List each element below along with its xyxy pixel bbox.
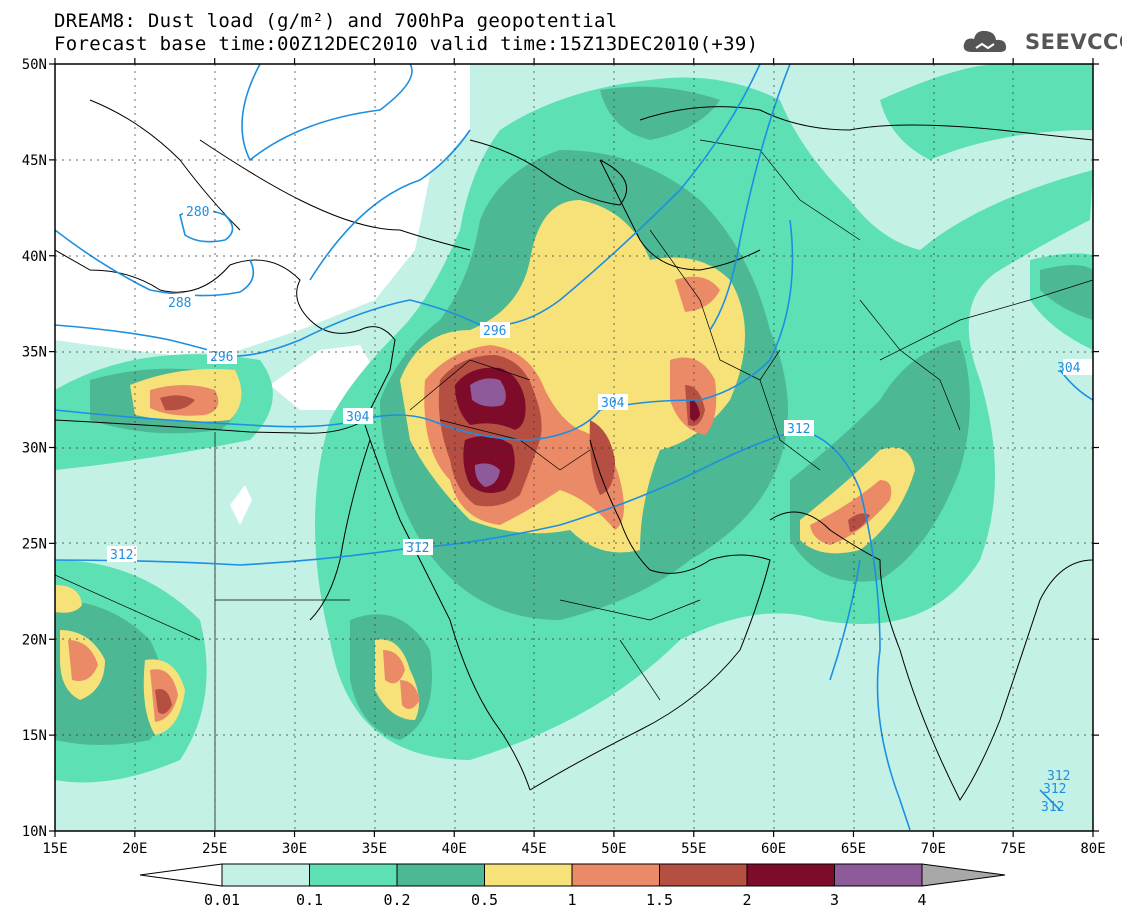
legend-swatch [921, 863, 1006, 887]
contour-label: 288 [168, 296, 191, 311]
clean-air-balkans [55, 64, 470, 355]
legend-tick-label: 0.2 [383, 891, 410, 909]
lon-tick-label: 30E [282, 841, 307, 857]
dust-field [55, 64, 1093, 831]
contour-label: 312 [1043, 782, 1066, 797]
contour-label: 312 [1041, 800, 1064, 815]
forecast-time-subtitle: Forecast base time:00Z12DEC2010 valid ti… [54, 33, 759, 55]
colorbar-legend: 0.01 0.1 0.2 0.5 1 1.5 2 3 4 [139, 863, 1006, 909]
legend-tick-label: 0.1 [296, 891, 323, 909]
contour-label: 312 [787, 422, 810, 437]
lon-tick-label: 80E [1080, 841, 1105, 857]
legend-tick-label: 3 [830, 891, 839, 909]
legend-swatch [309, 863, 398, 887]
latitude-labels: 50N 45N 40N 35N 30N 25N 20N 15N 10N [22, 57, 47, 840]
legend-swatch [834, 863, 923, 887]
lon-tick-label: 35E [362, 841, 387, 857]
lon-tick-label: 60E [761, 841, 786, 857]
contour-label: 312 [110, 548, 133, 563]
seevccc-logo: SEEVCCC [1025, 30, 1122, 54]
axis-ticks [49, 58, 1099, 837]
map-title: DREAM8: Dust load (g/m²) and 700hPa geop… [54, 10, 618, 32]
lon-tick-label: 45E [521, 841, 546, 857]
lon-tick-label: 65E [841, 841, 866, 857]
legend-tick-label: 4 [917, 891, 926, 909]
contour-label: 296 [210, 350, 233, 365]
graticule [55, 64, 1093, 831]
legend-tick-label: 1 [567, 891, 576, 909]
legend-tick-label: 0.5 [471, 891, 498, 909]
lat-tick-label: 40N [22, 249, 47, 265]
contour-label: 304 [1057, 361, 1081, 376]
clean-air-egypt [230, 485, 252, 525]
legend-swatch [659, 863, 748, 887]
lon-tick-label: 25E [202, 841, 227, 857]
lat-tick-label: 45N [22, 153, 47, 169]
legend-tick-label: 2 [742, 891, 751, 909]
lon-tick-label: 55E [681, 841, 706, 857]
lon-tick-label: 15E [42, 841, 67, 857]
legend-swatch [746, 863, 835, 887]
contour-label: 280 [186, 205, 209, 220]
lon-tick-label: 40E [442, 841, 467, 857]
lon-tick-label: 20E [122, 841, 147, 857]
legend-swatch [396, 863, 485, 887]
lat-tick-label: 35N [22, 345, 47, 361]
lon-tick-label: 70E [921, 841, 946, 857]
lat-tick-label: 15N [22, 728, 47, 744]
cloud-icon [963, 30, 1007, 52]
geopotential-contours [55, 64, 1093, 831]
lat-tick-label: 50N [22, 57, 47, 73]
contour-label: 312 [1047, 769, 1070, 784]
lat-tick-label: 30N [22, 441, 47, 457]
contour-label: 304 [601, 396, 625, 411]
lon-tick-label: 75E [1001, 841, 1026, 857]
legend-swatch [221, 863, 310, 887]
dust-level-3 [470, 378, 506, 487]
contour-label-group: 280 288 296 296 304 304 312 312 312 304 … [107, 203, 1093, 815]
lat-tick-label: 25N [22, 536, 47, 552]
lon-tick-label: 50E [601, 841, 626, 857]
lat-tick-label: 10N [22, 824, 47, 840]
lat-tick-label: 20N [22, 632, 47, 648]
longitude-labels: 15E 20E 25E 30E 35E 40E 45E 50E 55E 60E 65E 70E 75E 8… [42, 841, 1105, 857]
legend-swatch [139, 863, 223, 887]
legend-tick-label: 0.01 [204, 891, 240, 909]
coastlines [55, 99, 1093, 801]
contour-label: 312 [406, 541, 429, 556]
legend-swatch [571, 863, 660, 887]
legend-tick-label: 1.5 [646, 891, 673, 909]
contour-label: 304 [346, 410, 370, 425]
contour-label: 296 [483, 324, 506, 339]
legend-swatch [484, 863, 573, 887]
